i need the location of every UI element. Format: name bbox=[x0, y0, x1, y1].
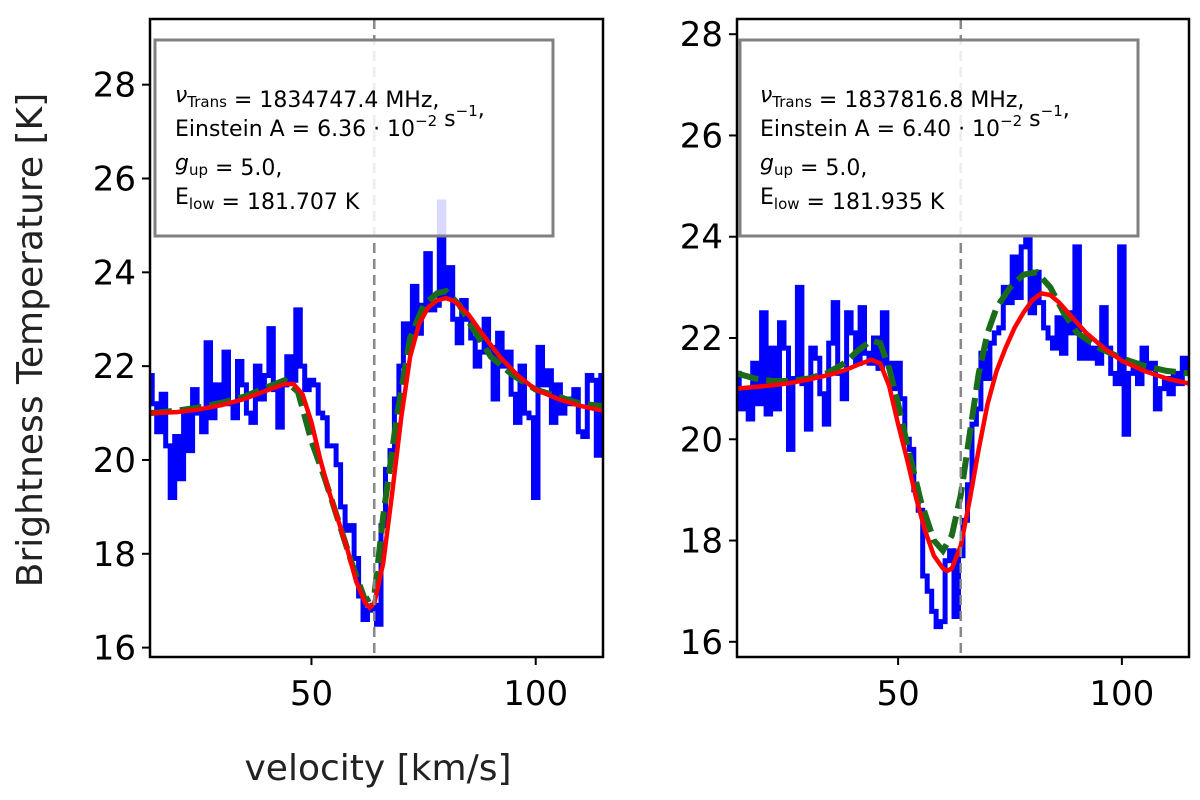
y-tick-label: 18 bbox=[680, 522, 723, 562]
info-text-part: −1 bbox=[1041, 102, 1063, 120]
info-text-part: ν bbox=[175, 83, 187, 108]
observed-spectrum-line bbox=[150, 199, 603, 627]
left-panel: 16 18 20 22 24 26 28 50 100 νTrans = 1834747.4 MH… bbox=[93, 17, 605, 714]
info-line-1: νTrans = 1837816.8 MHz, bbox=[760, 83, 1024, 113]
model-red-line bbox=[737, 291, 1189, 574]
x-tick-label: 100 bbox=[503, 674, 568, 714]
info-text-part: up bbox=[774, 161, 793, 179]
y-tick-label: 26 bbox=[680, 116, 723, 156]
info-text-part: g bbox=[760, 151, 774, 176]
info-box bbox=[738, 38, 1140, 238]
info-text-part: g bbox=[175, 151, 189, 176]
info-text-part: E bbox=[175, 185, 189, 210]
x-tick-label: 100 bbox=[1089, 674, 1154, 714]
plot-area bbox=[737, 234, 1189, 630]
x-tick-label: 50 bbox=[876, 674, 919, 714]
info-box bbox=[153, 38, 555, 238]
info-line-3: gup = 5.0, bbox=[175, 151, 282, 181]
info-text-part: ν bbox=[760, 83, 772, 108]
y-tick-label: 28 bbox=[93, 66, 136, 106]
info-line-2: Einstein A = 6.40 · 10−2 s−1, bbox=[760, 97, 1070, 142]
info-text-part: Trans bbox=[771, 93, 812, 111]
model-green-dashed-line bbox=[150, 287, 603, 605]
info-text-part: low bbox=[189, 195, 215, 213]
info-line-3: gup = 5.0, bbox=[760, 151, 867, 181]
info-line-4: Elow = 181.707 K bbox=[175, 185, 360, 215]
x-axis-title: velocity [km/s] bbox=[244, 748, 511, 789]
info-line-2: Einstein A = 6.36 · 10−2 s−1, bbox=[175, 97, 485, 142]
info-text-part: = 1837816.8 MHz, bbox=[812, 88, 1024, 113]
info-text-part: = 181.707 K bbox=[215, 190, 360, 215]
info-text-part: Trans bbox=[186, 93, 227, 111]
y-tick-label: 24 bbox=[93, 253, 136, 293]
info-text-part: , bbox=[1063, 97, 1070, 122]
plot-area bbox=[150, 199, 603, 627]
observed-spectrum-line bbox=[737, 234, 1189, 630]
y-tick-label: 24 bbox=[680, 218, 723, 258]
info-text-part: = 5.0, bbox=[793, 156, 867, 181]
model-green-dashed-line bbox=[737, 268, 1189, 556]
info-text-part: low bbox=[774, 195, 800, 213]
info-text-part: = 181.935 K bbox=[800, 190, 945, 215]
right-panel: 16 18 20 22 24 26 28 50 100 νTrans = 1837816.8 MH… bbox=[680, 15, 1191, 714]
y-tick-label: 28 bbox=[680, 15, 723, 55]
info-text-part: −1 bbox=[456, 102, 478, 120]
info-text-part: s bbox=[1022, 107, 1040, 132]
y-tick-label: 26 bbox=[93, 160, 136, 200]
axes-frame bbox=[148, 17, 605, 659]
x-tick-label: 50 bbox=[290, 674, 333, 714]
y-tick-label: 18 bbox=[93, 535, 136, 575]
info-text-part: E bbox=[760, 185, 774, 210]
info-text-part: Einstein A = 6.36 · 10 bbox=[175, 117, 415, 142]
y-tick-label: 20 bbox=[93, 441, 136, 481]
y-tick-label: 22 bbox=[680, 319, 723, 359]
y-axis-title: Brightness Temperature [K] bbox=[10, 93, 51, 587]
info-line-4: Elow = 181.935 K bbox=[760, 185, 945, 215]
info-text-part: s bbox=[437, 107, 455, 132]
info-text-part: , bbox=[478, 97, 485, 122]
y-tick-label: 22 bbox=[93, 347, 136, 387]
info-text-part: −2 bbox=[415, 112, 437, 130]
info-text-part: Einstein A = 6.40 · 10 bbox=[760, 117, 1000, 142]
y-tick-label: 16 bbox=[93, 629, 136, 669]
y-tick-label: 20 bbox=[680, 420, 723, 460]
info-text-part: = 1834747.4 MHz, bbox=[227, 88, 439, 113]
y-tick-label: 16 bbox=[680, 623, 723, 663]
info-text-part: −2 bbox=[1000, 112, 1022, 130]
info-text-part: up bbox=[189, 161, 208, 179]
info-text-part: = 5.0, bbox=[208, 156, 282, 181]
info-line-1: νTrans = 1834747.4 MHz, bbox=[175, 83, 439, 113]
